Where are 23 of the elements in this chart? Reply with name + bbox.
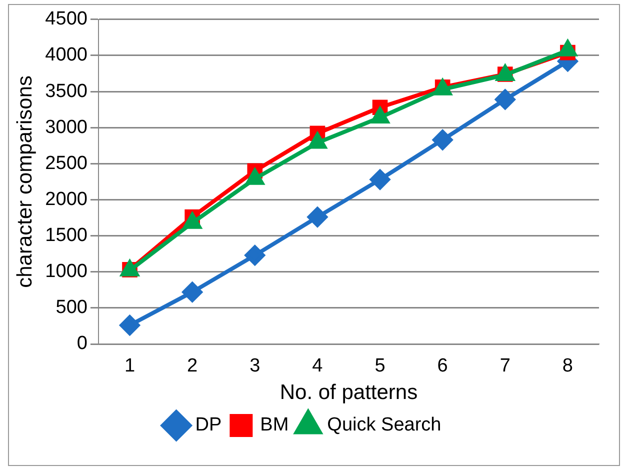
x-tick-label: 6: [437, 356, 448, 377]
x-tick-label: 1: [124, 356, 136, 377]
y-tick-label: 0: [76, 333, 88, 354]
y-tick-label: 4500: [45, 8, 88, 30]
legend-label: BM: [260, 414, 289, 436]
y-tick-label: 1000: [45, 261, 88, 282]
y-tick-label: 3500: [45, 80, 88, 102]
legend-label: Quick Search: [327, 414, 442, 436]
y-tick-label: 2000: [45, 188, 88, 210]
x-tick-label: 4: [312, 356, 324, 377]
y-tick-label: 4000: [45, 44, 88, 66]
x-tick-label: 2: [187, 356, 198, 377]
x-tick-label: 3: [250, 356, 260, 377]
y-axis-title: character comparisons: [13, 75, 36, 288]
y-tick-label: 1500: [45, 225, 88, 246]
y-tick-label: 2500: [45, 152, 88, 174]
legend-label: DP: [195, 414, 222, 436]
x-tick-label: 5: [374, 356, 386, 377]
y-tick-label: 3000: [45, 116, 88, 138]
y-tick-label: 500: [56, 297, 88, 318]
x-axis-title: No. of patterns: [280, 381, 418, 404]
x-tick-label: 7: [500, 356, 510, 377]
x-tick-label: 8: [562, 356, 574, 377]
